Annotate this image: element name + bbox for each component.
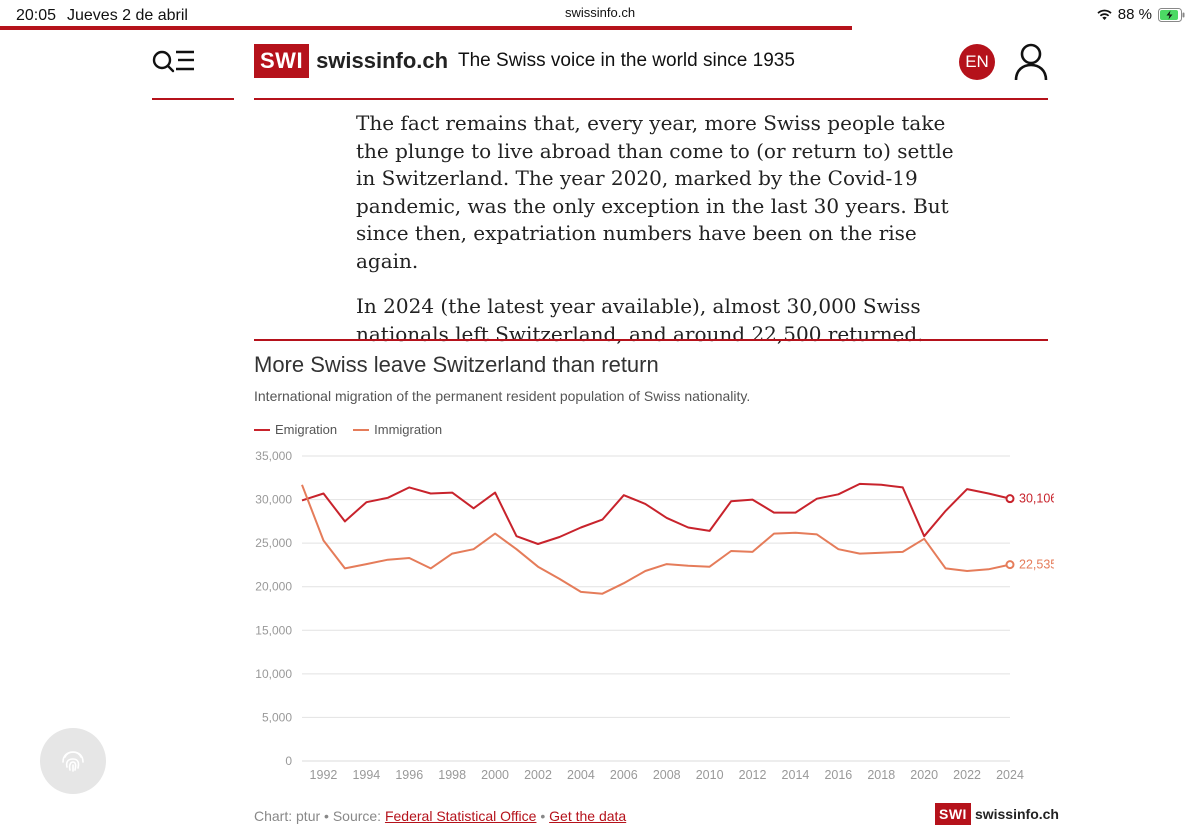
chart-subtitle: International migration of the permanent… [254,388,751,404]
chart-credit: Chart: ptur • Source: Federal Statistica… [254,808,626,824]
series-end-point-emigration [1005,494,1015,504]
legend-item-emigration: Emigration [254,422,337,437]
fingerprint-icon [62,751,84,772]
series-line-emigration [301,482,1011,545]
header-divider [254,98,1048,100]
chart-legend: Emigration Immigration [254,422,458,437]
status-bar: 20:05 Jueves 2 de abril swissinfo.ch 88 … [0,0,1200,30]
status-time: 20:05 [16,7,57,24]
y-tick-label: 0 [285,754,292,768]
x-tick-label: 2006 [610,768,638,782]
x-tick-label: 1996 [395,768,423,782]
user-icon [1014,43,1048,81]
series-end-point-immigration [1005,560,1015,570]
x-tick-label: 2002 [524,768,552,782]
legend-swatch-emigration [254,428,270,431]
chart-divider [254,339,1048,341]
y-tick-label: 15,000 [255,623,292,637]
status-indicators: 88 % [1097,6,1186,23]
y-tick-label: 10,000 [255,667,292,681]
search-menu-button[interactable] [152,48,196,78]
y-tick-label: 30,000 [255,493,292,507]
x-tick-label: 2004 [567,768,595,782]
x-tick-label: 2012 [739,768,767,782]
x-tick-label: 2014 [782,768,810,782]
site-header: SWI swissinfo.ch The Swiss voice in the … [0,36,1200,102]
language-button[interactable]: EN [959,44,995,80]
y-tick-label: 35,000 [255,449,292,463]
x-tick-label: 2022 [953,768,981,782]
battery-percent: 88 % [1117,6,1152,23]
footer-logo-text: swissinfo.ch [974,806,1059,822]
page-load-progress [0,26,1200,30]
search-menu-icon [152,50,194,73]
article-body: The fact remains that, every year, more … [356,110,956,366]
x-tick-label: 2008 [653,768,681,782]
y-tick-label: 5,000 [262,710,292,724]
x-tick-label: 2024 [996,768,1024,782]
y-tick-label: 25,000 [255,536,292,550]
legend-item-immigration: Immigration [353,422,442,437]
migration-line-chart: 0 5,000 10,000 15,000 20,000 25,000 30,000 35,0… [255,449,1054,782]
get-data-link[interactable]: Get the data [549,808,627,824]
menu-underline [152,98,234,100]
series-line-immigration [301,484,1011,595]
source-link[interactable]: Federal Statistical Office [384,808,537,824]
x-tick-label: 1998 [438,768,466,782]
x-tick-label: 2016 [824,768,852,782]
site-logo[interactable]: SWI swissinfo.ch [254,44,448,78]
chart-title: More Swiss leave Switzerland than return [254,352,659,377]
legend-swatch-immigration [353,428,370,431]
x-tick-label: 2020 [910,768,938,782]
y-tick-label: 20,000 [255,580,292,594]
account-button[interactable] [1012,42,1050,82]
series-end-label-immigration: 22,535 [1019,558,1054,572]
page-load-progress-fill [0,26,852,30]
legend-label-immigration: Immigration [374,422,443,437]
logo-mark: SWI [254,44,310,78]
wifi-icon [1097,9,1112,20]
legend-label-emigration: Emigration [275,422,338,437]
chart-credit-separator: • [536,808,550,824]
article-paragraph: The fact remains that, every year, more … [356,111,954,273]
x-tick-label: 1994 [352,768,380,782]
x-tick-label: 2010 [696,768,724,782]
site-tagline: The Swiss voice in the world since 1935 [458,50,795,71]
address-url[interactable]: swissinfo.ch [565,5,636,20]
series-end-label-emigration: 30,106 [1019,492,1054,506]
logo-text: swissinfo.ch [316,48,449,73]
chart-footer-logo: SWI swissinfo.ch [935,803,1059,825]
x-tick-label: 1992 [310,768,338,782]
battery-charging-icon [1158,7,1185,22]
x-tick-label: 2018 [867,768,895,782]
chart-credit-prefix: Chart: ptur • Source: [254,808,385,824]
assistive-touch-button[interactable] [40,728,106,794]
article-paragraph: In 2024 (the latest year available), alm… [356,294,924,346]
footer-logo-mark: SWI [935,803,971,825]
status-date: Jueves 2 de abril [67,7,188,24]
x-tick-label: 2000 [481,768,509,782]
